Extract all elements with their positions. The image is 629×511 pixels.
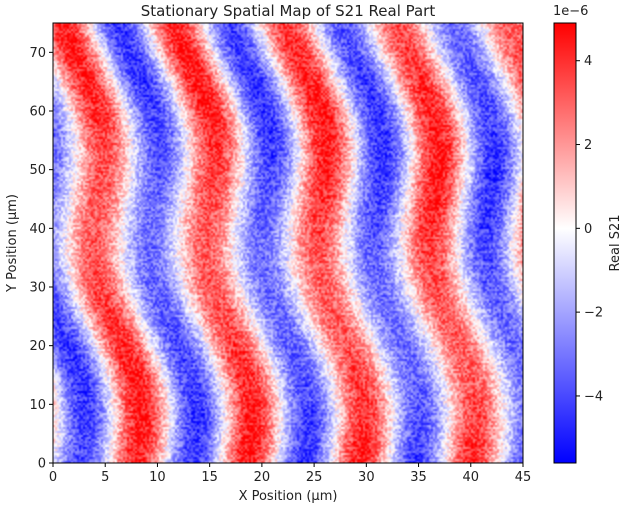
colorbar-tick-label: −2 <box>584 306 603 321</box>
x-tick-label: 35 <box>410 470 427 485</box>
colorbar-label: Real S21 <box>608 215 623 272</box>
colorbar-gradient <box>553 22 577 464</box>
x-tick-label: 10 <box>149 470 166 485</box>
colorbar-tick-label: 0 <box>584 222 592 237</box>
x-tick-label: 15 <box>201 470 218 485</box>
colorbar-scale-label: 1e−6 <box>553 4 588 19</box>
x-tick-label: 20 <box>254 470 271 485</box>
y-axis: 0 10 20 30 40 50 60 70 <box>29 46 53 472</box>
colorbar-tick-label: 4 <box>584 54 592 69</box>
x-axis-label: X Position (μm) <box>239 489 338 504</box>
x-tick-label: 0 <box>49 470 57 485</box>
colorbar-tick-label: 2 <box>584 138 592 153</box>
plot-frame <box>52 22 524 464</box>
heatmap-image <box>53 23 523 463</box>
x-tick-label: 25 <box>306 470 323 485</box>
heatmap-area <box>52 22 524 464</box>
y-tick-label: 0 <box>38 457 46 472</box>
colorbar: 4 2 0 −2 −4 1e−6 Real S21 <box>553 4 623 464</box>
chart-title: Stationary Spatial Map of S21 Real Part <box>141 2 436 20</box>
x-tick-label: 5 <box>101 470 109 485</box>
x-axis: 0 5 10 15 20 25 30 35 40 45 <box>49 463 531 485</box>
y-tick-label: 70 <box>29 46 46 61</box>
y-tick-label: 10 <box>29 398 46 413</box>
y-tick-label: 30 <box>29 281 46 296</box>
y-tick-label: 40 <box>29 222 46 237</box>
x-tick-label: 40 <box>463 470 480 485</box>
x-tick-label: 30 <box>358 470 375 485</box>
y-tick-label: 20 <box>29 339 46 354</box>
x-tick-label: 45 <box>515 470 532 485</box>
y-tick-label: 60 <box>29 105 46 120</box>
colorbar-ticks: 4 2 0 −2 −4 <box>576 54 603 404</box>
y-axis-label: Y Position (μm) <box>5 194 20 293</box>
colorbar-tick-label: −4 <box>584 389 603 404</box>
y-tick-label: 50 <box>29 163 46 178</box>
